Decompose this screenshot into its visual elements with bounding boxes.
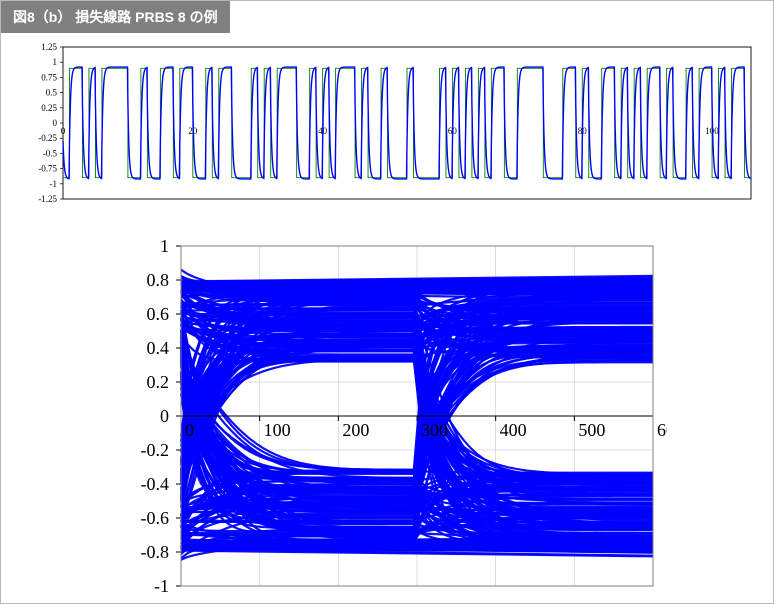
svg-text:0.5: 0.5 <box>46 88 58 98</box>
svg-text:1.25: 1.25 <box>41 42 57 52</box>
svg-text:1: 1 <box>160 236 169 256</box>
svg-text:-0.4: -0.4 <box>141 474 170 494</box>
svg-text:-0.25: -0.25 <box>38 133 57 143</box>
svg-text:600: 600 <box>657 420 667 440</box>
svg-text:-0.2: -0.2 <box>141 440 170 460</box>
svg-text:-0.6: -0.6 <box>141 508 170 528</box>
svg-text:0.4: 0.4 <box>147 338 170 358</box>
svg-text:100: 100 <box>264 420 291 440</box>
figure-title: 図8（b） 損失線路 PRBS 8 の例 <box>1 1 230 33</box>
svg-text:-1: -1 <box>50 179 58 189</box>
svg-text:0.6: 0.6 <box>147 304 170 324</box>
svg-text:-0.5: -0.5 <box>43 148 58 158</box>
bottom-chart-svg: -1 -0.8 -0.6 -0.4 -0.2 0 0.2 0.4 0.6 0.8 1 0 100 200 3… <box>107 234 667 604</box>
svg-text:-1: -1 <box>154 576 169 596</box>
figure-container: 図8（b） 損失線路 PRBS 8 の例 -1.25 -1 -0.75 -0.5 -0.… <box>0 0 774 604</box>
svg-text:0: 0 <box>53 118 58 128</box>
svg-text:0.8: 0.8 <box>147 270 170 290</box>
svg-text:-0.8: -0.8 <box>141 542 170 562</box>
svg-text:0.2: 0.2 <box>147 372 170 392</box>
svg-text:400: 400 <box>500 420 527 440</box>
svg-text:0: 0 <box>160 406 169 426</box>
svg-text:1: 1 <box>53 57 58 67</box>
svg-text:0.25: 0.25 <box>41 103 57 113</box>
svg-text:0: 0 <box>185 420 194 440</box>
svg-text:-1.25: -1.25 <box>38 194 57 204</box>
svg-text:0: 0 <box>61 126 66 136</box>
svg-text:500: 500 <box>578 420 605 440</box>
svg-text:0.75: 0.75 <box>41 72 57 82</box>
top-timeseries-chart: -1.25-1-0.75-0.5-0.2500.250.50.7511.2502… <box>17 41 757 216</box>
bottom-eye-diagram: -1 -0.8 -0.6 -0.4 -0.2 0 0.2 0.4 0.6 0.8 1 0 100 200 3… <box>107 234 667 604</box>
top-chart-svg: -1.25-1-0.75-0.5-0.2500.250.50.7511.2502… <box>17 41 757 211</box>
svg-text:200: 200 <box>342 420 369 440</box>
svg-text:-0.75: -0.75 <box>38 164 57 174</box>
svg-text:300: 300 <box>421 420 448 440</box>
